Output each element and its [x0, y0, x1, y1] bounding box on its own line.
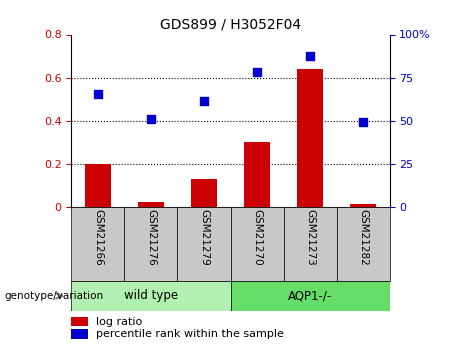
- Bar: [230, 207, 284, 281]
- Bar: [71, 281, 230, 310]
- Text: GSM21270: GSM21270: [252, 209, 262, 266]
- Text: percentile rank within the sample: percentile rank within the sample: [96, 329, 284, 339]
- Text: genotype/variation: genotype/variation: [5, 291, 104, 301]
- Point: [200, 99, 207, 104]
- Point: [254, 69, 261, 75]
- Title: GDS899 / H3052F04: GDS899 / H3052F04: [160, 18, 301, 32]
- Text: GSM21266: GSM21266: [93, 209, 103, 266]
- Text: GSM21273: GSM21273: [305, 209, 315, 266]
- Point: [148, 116, 155, 121]
- Bar: [244, 142, 270, 207]
- Text: log ratio: log ratio: [96, 317, 142, 327]
- Bar: [230, 281, 390, 310]
- Text: AQP1-/-: AQP1-/-: [288, 289, 332, 302]
- Bar: [297, 69, 323, 207]
- Bar: [71, 329, 88, 339]
- Text: wild type: wild type: [124, 289, 178, 302]
- Bar: [337, 207, 390, 281]
- Bar: [284, 207, 337, 281]
- Bar: [124, 207, 177, 281]
- Bar: [177, 207, 230, 281]
- Bar: [138, 201, 164, 207]
- Bar: [350, 204, 376, 207]
- Bar: [71, 317, 88, 326]
- Bar: [85, 164, 111, 207]
- Text: GSM21279: GSM21279: [199, 209, 209, 266]
- Point: [359, 119, 366, 125]
- Bar: [71, 207, 124, 281]
- Text: GSM21276: GSM21276: [146, 209, 156, 266]
- Text: GSM21282: GSM21282: [358, 209, 368, 266]
- Point: [94, 91, 101, 97]
- Point: [306, 53, 313, 59]
- Bar: [191, 179, 217, 207]
